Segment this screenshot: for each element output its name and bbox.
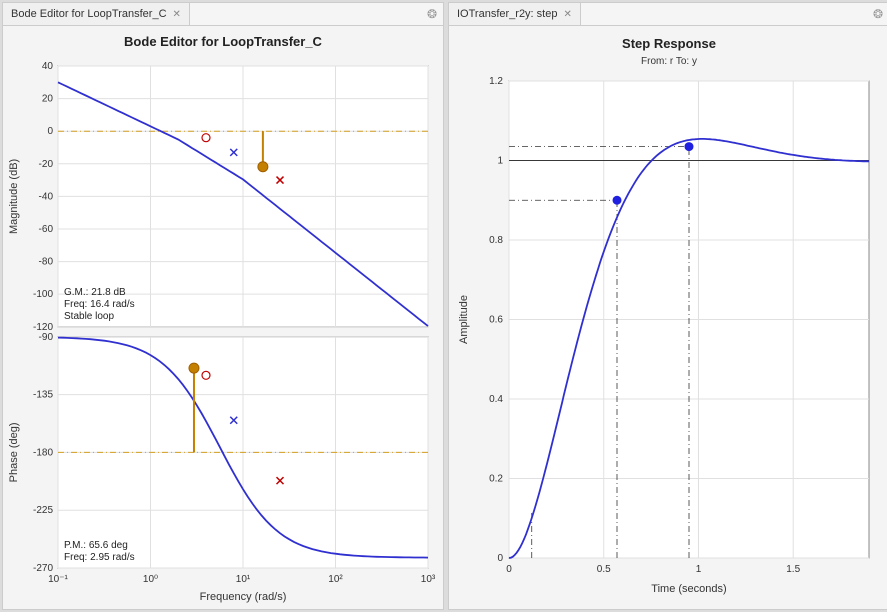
svg-text:0.8: 0.8 (489, 235, 503, 246)
svg-text:-180: -180 (33, 447, 53, 458)
svg-text:1.2: 1.2 (489, 76, 503, 87)
bode-tab-label: Bode Editor for LoopTransfer_C (11, 8, 167, 20)
bode-tab[interactable]: Bode Editor for LoopTransfer_C ✕ (3, 3, 190, 25)
svg-text:Time (seconds): Time (seconds) (651, 583, 726, 595)
svg-text:10¹: 10¹ (236, 574, 251, 585)
svg-text:-20: -20 (39, 159, 54, 170)
svg-text:0: 0 (497, 553, 503, 564)
svg-text:-100: -100 (33, 289, 53, 300)
svg-text:0.4: 0.4 (489, 394, 503, 405)
bode-plot-area[interactable]: Bode Editor for LoopTransfer_C-120-100-8… (3, 26, 443, 609)
svg-text:Bode Editor for LoopTransfer_C: Bode Editor for LoopTransfer_C (124, 34, 323, 49)
svg-text:0: 0 (47, 126, 53, 137)
svg-text:0.2: 0.2 (489, 474, 503, 485)
bode-panel: Bode Editor for LoopTransfer_C ✕ ❂ Bode … (2, 2, 444, 610)
svg-text:0: 0 (506, 564, 512, 575)
step-tab-label: IOTransfer_r2y: step (457, 8, 557, 20)
svg-text:From: r To: y: From: r To: y (641, 56, 697, 67)
bode-svg: Bode Editor for LoopTransfer_C-120-100-8… (3, 26, 443, 608)
svg-text:G.M.: 21.8 dB: G.M.: 21.8 dB (64, 287, 126, 298)
svg-text:Magnitude (dB): Magnitude (dB) (8, 159, 20, 234)
svg-text:Step Response: Step Response (622, 36, 716, 51)
svg-text:-225: -225 (33, 505, 53, 516)
step-svg: Step Response From: r To: y 0 0.2 0.4 0.6 0.8 1… (449, 26, 887, 608)
svg-text:1: 1 (497, 156, 503, 167)
svg-text:10³: 10³ (421, 574, 436, 585)
svg-text:10⁰: 10⁰ (143, 574, 158, 585)
gear-icon[interactable]: ❂ (421, 3, 443, 25)
close-icon[interactable]: ✕ (173, 9, 181, 20)
step-tabbar: IOTransfer_r2y: step ✕ ❂ (449, 3, 887, 26)
close-icon[interactable]: ✕ (563, 9, 571, 20)
bode-tabbar: Bode Editor for LoopTransfer_C ✕ ❂ (3, 3, 443, 26)
svg-text:Phase (deg): Phase (deg) (8, 422, 20, 482)
app-container: Bode Editor for LoopTransfer_C ✕ ❂ Bode … (0, 0, 887, 612)
svg-text:Stable loop: Stable loop (64, 311, 114, 322)
svg-text:1: 1 (696, 564, 702, 575)
gear-icon[interactable]: ❂ (867, 3, 887, 25)
svg-text:-60: -60 (39, 224, 54, 235)
svg-text:0.6: 0.6 (489, 315, 503, 326)
svg-text:Freq: 2.95 rad/s: Freq: 2.95 rad/s (64, 552, 135, 563)
svg-text:-40: -40 (39, 191, 54, 202)
svg-text:-90: -90 (39, 332, 54, 343)
svg-text:10⁻¹: 10⁻¹ (48, 574, 68, 585)
step-tab[interactable]: IOTransfer_r2y: step ✕ (449, 3, 581, 25)
svg-text:-135: -135 (33, 390, 53, 401)
svg-text:10²: 10² (328, 574, 343, 585)
svg-text:P.M.: 65.6 deg: P.M.: 65.6 deg (64, 540, 128, 551)
svg-text:20: 20 (42, 94, 54, 105)
svg-text:-80: -80 (39, 257, 54, 268)
svg-text:0.5: 0.5 (597, 564, 611, 575)
svg-text:1.5: 1.5 (786, 564, 800, 575)
svg-text:Freq: 16.4 rad/s: Freq: 16.4 rad/s (64, 299, 135, 310)
step-panel: IOTransfer_r2y: step ✕ ❂ Step Response Fr… (448, 2, 887, 610)
svg-text:40: 40 (42, 61, 54, 72)
svg-text:Amplitude: Amplitude (458, 295, 470, 344)
step-plot-area[interactable]: Step Response From: r To: y 0 0.2 0.4 0.6 0.8 1… (449, 26, 887, 609)
svg-text:-270: -270 (33, 563, 53, 574)
svg-text:Frequency (rad/s): Frequency (rad/s) (200, 591, 287, 603)
